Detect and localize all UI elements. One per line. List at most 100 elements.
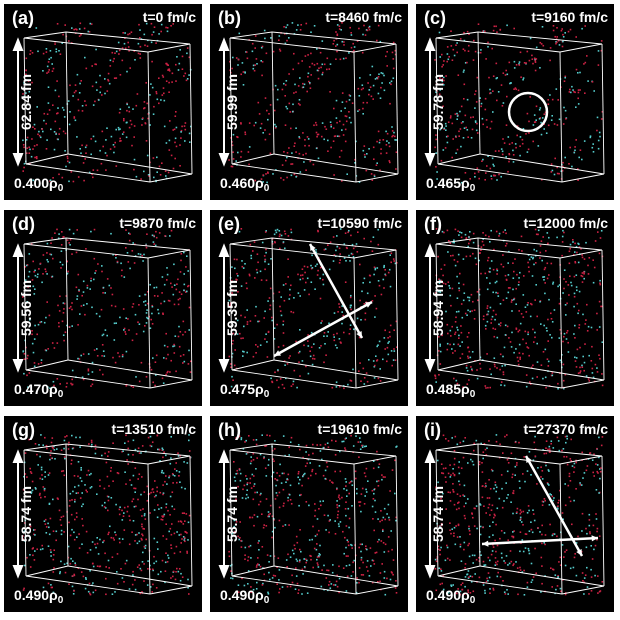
rho-symbol: ρ [461, 587, 470, 603]
time-label: t=0 fm/c [142, 9, 196, 25]
panel-tag: (f) [424, 214, 442, 234]
density-label: 0.490ρ0 [220, 588, 269, 606]
scale-arrow [424, 449, 436, 579]
density-value: 0.490 [220, 587, 256, 603]
scale-arrow [12, 243, 24, 373]
rho-subscript: 0 [469, 183, 476, 194]
direction-arrow-2 [273, 300, 373, 358]
panel-e: (e) t=10590 fm/c 59.35 fm 0.475ρ0 [210, 210, 408, 406]
density-value: 0.490 [14, 587, 50, 603]
panel-d: (d) t=9870 fm/c 59.56 fm 0.470ρ0 [4, 210, 202, 406]
density-value: 0.400 [14, 175, 50, 191]
cube-wireframe [23, 443, 193, 595]
particle-cloud [228, 22, 398, 184]
panel-f: (f) t=12000 fm/c 58.94 fm 0.485ρ0 [416, 210, 614, 406]
time-label: t=8460 fm/c [325, 9, 402, 25]
density-value: 0.465 [426, 175, 462, 191]
density-label: 0.465ρ0 [426, 176, 475, 194]
time-label: t=27370 fm/c [523, 421, 608, 437]
simulation-box [218, 228, 399, 390]
time-label: t=19610 fm/c [317, 421, 402, 437]
density-value: 0.490 [426, 587, 462, 603]
density-label: 0.470ρ0 [14, 382, 63, 400]
time-label: t=12000 fm/c [523, 215, 608, 231]
simulation-box [218, 22, 399, 184]
density-label: 0.485ρ0 [426, 382, 475, 400]
panel-tag: (h) [218, 420, 241, 440]
particle-cloud [228, 228, 398, 390]
box-size-label: 59.99 fm [224, 73, 240, 131]
density-label: 0.490ρ0 [426, 588, 475, 606]
cube-wireframe [435, 443, 605, 595]
time-label: t=10590 fm/c [317, 215, 402, 231]
scale-arrow [218, 37, 230, 167]
scale-arrow [218, 449, 230, 579]
rho-symbol: ρ [49, 175, 58, 191]
particle-cloud [228, 434, 398, 596]
rho-subscript: 0 [263, 183, 270, 194]
time-label: t=13510 fm/c [111, 421, 196, 437]
simulation-box [424, 23, 605, 184]
rho-symbol: ρ [49, 587, 58, 603]
simulation-box [424, 228, 605, 390]
cube-wireframe [229, 443, 399, 595]
box-size-label: 58.94 fm [430, 279, 446, 337]
scale-arrow [12, 37, 24, 167]
particle-cloud [22, 22, 192, 183]
cube-wireframe [435, 237, 605, 389]
rho-symbol: ρ [255, 381, 264, 397]
density-value: 0.485 [426, 381, 462, 397]
density-label: 0.490ρ0 [14, 588, 63, 606]
density-value: 0.470 [14, 381, 50, 397]
cube-wireframe [229, 31, 399, 183]
simulation-box [424, 434, 605, 596]
panel-c: (c) t=9160 fm/c 59.78 fm 0.465ρ0 [416, 4, 614, 200]
scale-arrow [218, 243, 230, 373]
panel-h: (h) t=19610 fm/c 58.74 fm 0.490ρ0 [210, 416, 408, 612]
time-label: t=9160 fm/c [531, 9, 608, 25]
density-value: 0.475 [220, 381, 256, 397]
simulation-box [12, 434, 193, 596]
panel-a: (a) t=0 fm/c 62.84 fm 0.400ρ0 [4, 4, 202, 200]
box-size-label: 59.78 fm [430, 73, 446, 131]
panel-tag: (c) [424, 8, 446, 28]
rho-symbol: ρ [255, 587, 264, 603]
rho-symbol: ρ [49, 381, 58, 397]
rho-subscript: 0 [263, 389, 270, 400]
scale-arrow [424, 37, 436, 167]
rho-symbol: ρ [461, 381, 470, 397]
panel-g: (g) t=13510 fm/c 58.74 fm 0.490ρ0 [4, 416, 202, 612]
box-size-label: 58.74 fm [18, 485, 34, 543]
panel-b: (b) t=8460 fm/c 59.99 fm 0.460ρ0 [210, 4, 408, 200]
density-label: 0.460ρ0 [220, 176, 269, 194]
cube-wireframe [229, 237, 399, 389]
rho-subscript: 0 [263, 595, 270, 606]
simulation-box [12, 228, 193, 389]
panel-tag: (i) [424, 420, 441, 440]
panel-tag: (g) [12, 420, 35, 440]
rho-subscript: 0 [57, 389, 64, 400]
scale-arrow [12, 449, 24, 579]
scale-arrow [424, 243, 436, 373]
rho-subscript: 0 [469, 595, 476, 606]
density-value: 0.460 [220, 175, 256, 191]
panel-tag: (b) [218, 8, 241, 28]
box-size-label: 59.35 fm [224, 279, 240, 337]
rho-symbol: ρ [461, 175, 470, 191]
direction-arrow-1 [308, 243, 364, 339]
particle-cloud [434, 434, 604, 596]
box-size-label: 59.56 fm [18, 279, 34, 337]
density-label: 0.400ρ0 [14, 176, 63, 194]
cube-wireframe [23, 31, 193, 183]
panel-tag: (d) [12, 214, 35, 234]
rho-subscript: 0 [57, 183, 64, 194]
direction-arrow-2 [481, 535, 599, 547]
rho-subscript: 0 [57, 595, 64, 606]
simulation-box [218, 434, 399, 596]
cube-wireframe [435, 31, 605, 183]
time-label: t=9870 fm/c [119, 215, 196, 231]
cube-wireframe [23, 237, 193, 389]
panel-tag: (a) [12, 8, 34, 28]
box-size-label: 58.74 fm [430, 485, 446, 543]
